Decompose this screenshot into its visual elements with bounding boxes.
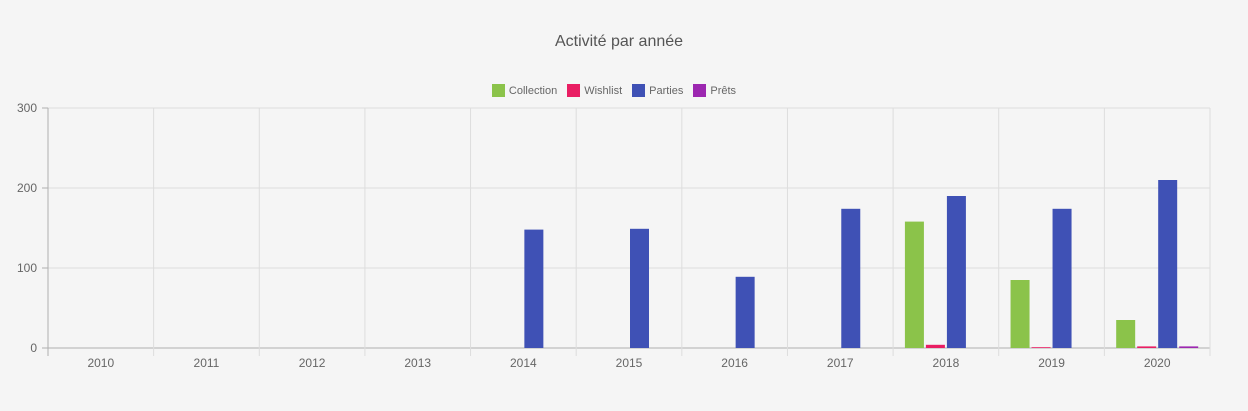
x-tick-label: 2014 xyxy=(510,356,537,370)
x-tick-label: 2017 xyxy=(827,356,854,370)
legend-item-prets[interactable]: Prêts xyxy=(693,84,736,97)
legend-item-wishlist[interactable]: Wishlist xyxy=(567,84,622,97)
legend-label-wishlist: Wishlist xyxy=(584,84,623,97)
legend-label-prets: Prêts xyxy=(710,84,737,97)
bar-parties-2017[interactable] xyxy=(841,208,861,348)
x-tick-label: 2011 xyxy=(194,356,220,370)
bar-pr-ts-2020[interactable] xyxy=(1179,346,1199,348)
x-tick-label: 2018 xyxy=(933,356,960,370)
y-tick-label: 0 xyxy=(30,341,37,355)
y-tick-label: 300 xyxy=(17,101,37,115)
legend-swatch-collection xyxy=(491,84,505,97)
x-tick-label: 2020 xyxy=(1144,356,1171,370)
chart-title: Activité par année xyxy=(554,33,684,50)
legend-item-parties[interactable]: Parties xyxy=(632,84,683,97)
legend-swatch-prets xyxy=(693,84,707,97)
legend-label-collection: Collection xyxy=(508,84,558,97)
bar-wishlist-2018[interactable] xyxy=(925,344,945,348)
bar-collection-2020[interactable] xyxy=(1116,320,1136,348)
bar-parties-2015[interactable] xyxy=(630,228,649,348)
y-tick-label: 100 xyxy=(17,261,37,275)
x-tick-label: 2015 xyxy=(616,356,643,370)
bar-parties-2016[interactable] xyxy=(735,276,755,348)
x-tick-label: 2016 xyxy=(721,356,748,370)
bar-collection-2018[interactable] xyxy=(904,221,924,348)
x-tick-label: 2010 xyxy=(87,356,114,370)
legend-label-parties: Parties xyxy=(649,84,684,97)
y-tick-label: 200 xyxy=(17,181,37,195)
legend-swatch-parties xyxy=(632,84,646,97)
bar-parties-2019[interactable] xyxy=(1052,208,1072,348)
bar-parties-2020[interactable] xyxy=(1158,180,1178,348)
x-tick-label: 2012 xyxy=(299,356,326,370)
bar-wishlist-2019[interactable] xyxy=(1031,347,1051,348)
legend-item-collection[interactable]: Collection xyxy=(491,84,558,97)
x-tick-label: 2013 xyxy=(404,356,431,370)
legend-swatch-wishlist xyxy=(567,84,581,97)
bar-wishlist-2020[interactable] xyxy=(1137,346,1157,348)
x-tick-label: 2019 xyxy=(1038,356,1065,370)
legend: Collection Wishlist Parties Prêts xyxy=(0,84,1228,97)
bar-parties-2014[interactable] xyxy=(524,229,544,348)
bar-parties-2018[interactable] xyxy=(946,196,966,348)
bar-collection-2019[interactable] xyxy=(1010,280,1030,348)
